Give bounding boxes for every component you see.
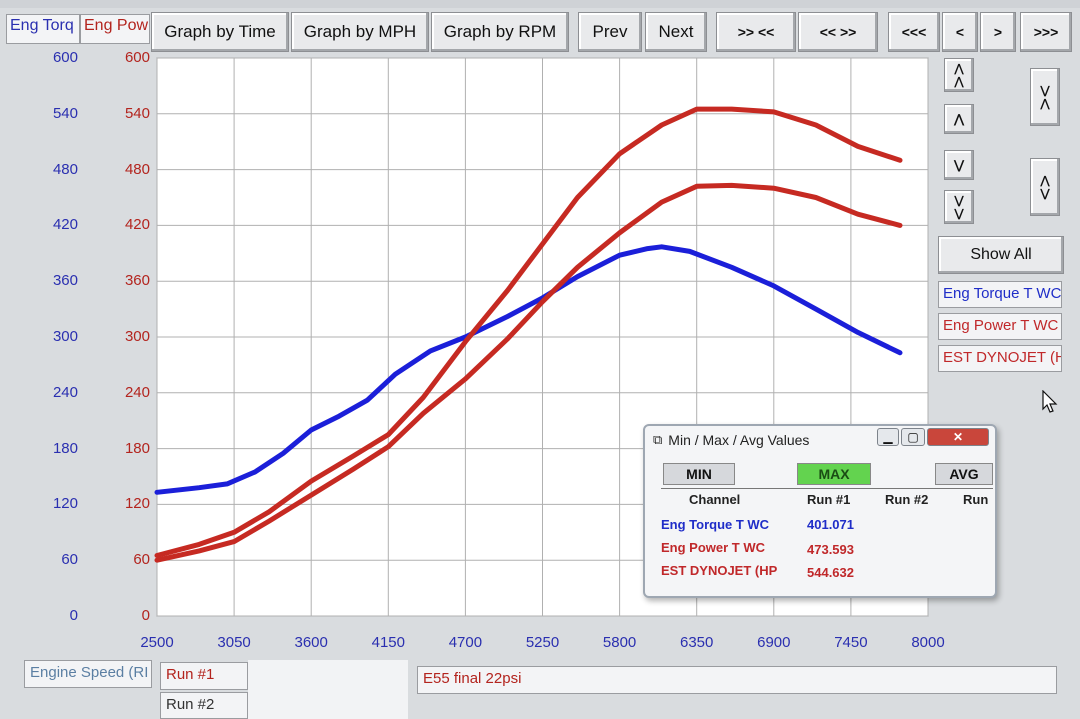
- right-tick-label: 600: [124, 49, 150, 66]
- chart-series-layer: [154, 106, 903, 563]
- page-down-icon-button[interactable]: ⋁ ⋁: [944, 190, 974, 224]
- left-tick-label: 120: [52, 495, 78, 513]
- dialog-title: Min / Max / Avg Values: [668, 432, 810, 448]
- menu-strip: [0, 0, 1080, 8]
- close-icon: ✕: [952, 430, 964, 444]
- expand-chevrons-icon: ⋀ ⋁: [1040, 175, 1050, 200]
- x-tick-label: 8000: [911, 634, 945, 651]
- row-dynojet-channel: EST DYNOJET (HP: [661, 563, 778, 578]
- channel-torque[interactable]: Eng Torque T WC: [938, 281, 1062, 308]
- left-tick-label: 60: [61, 551, 78, 569]
- graph-by-mph-button[interactable]: Graph by MPH: [291, 12, 429, 52]
- page-up-icon-button[interactable]: ⋀ ⋀: [944, 58, 974, 92]
- x-tick-label: 4700: [448, 634, 483, 651]
- zoom-in-button[interactable]: >> <<: [716, 12, 796, 52]
- row-torque-run1: 401.071: [807, 517, 854, 532]
- series-line-dynojet: [154, 106, 903, 558]
- minmax-dialog[interactable]: ⧉ Min / Max / Avg Values ▁ ▢ ✕ MIN MAX A…: [643, 424, 997, 598]
- left-tick-label: 480: [52, 160, 78, 178]
- scroll-far-left-button[interactable]: <<<: [888, 12, 940, 52]
- series-line-power: [154, 182, 903, 563]
- col-run1: Run #1: [807, 492, 851, 507]
- scroll-left-button[interactable]: <: [942, 12, 978, 52]
- collapse-chevrons-icon: ⋁ ⋀: [1040, 85, 1050, 110]
- left-tick-label: 540: [52, 104, 78, 122]
- graph-by-time-button[interactable]: Graph by Time: [151, 12, 289, 52]
- chevron-up-icon: ⋀: [954, 112, 964, 126]
- x-tick-label: 3600: [294, 634, 328, 651]
- header-divider: [661, 488, 993, 489]
- x-channel-field[interactable]: Engine Speed (RI: [24, 660, 152, 688]
- left-tick-label: 600: [52, 49, 78, 66]
- right-tick-label: 240: [124, 383, 150, 401]
- right-tick-label: 120: [124, 495, 150, 513]
- x-tick-label: 7450: [834, 634, 868, 651]
- expand-icon-button[interactable]: ⋀ ⋁: [1030, 158, 1060, 216]
- minimize-icon: ▁: [883, 430, 893, 444]
- left-tick-label: 180: [52, 439, 78, 457]
- col-channel: Channel: [689, 492, 741, 507]
- zoom-out-button[interactable]: << >>: [798, 12, 878, 52]
- left-tick-label: 300: [52, 328, 78, 345]
- run1-field[interactable]: Run #1: [160, 662, 248, 690]
- avg-tab[interactable]: AVG: [935, 463, 993, 485]
- scroll-right-button[interactable]: >: [980, 12, 1016, 52]
- collapse-icon-button[interactable]: ⋁ ⋀: [1030, 68, 1060, 126]
- double-chevron-up-icon: ⋀ ⋀: [954, 63, 964, 88]
- row-torque-channel: Eng Torque T WC: [661, 517, 770, 532]
- left-tick-label: 240: [52, 383, 78, 401]
- right-tick-label: 360: [124, 272, 150, 290]
- prev-button[interactable]: Prev: [578, 12, 642, 52]
- right-tick-label: 300: [124, 328, 150, 345]
- col-run2: Run #2: [885, 492, 929, 507]
- redacted-area: [248, 660, 408, 719]
- right-axis-header[interactable]: Eng Pow: [80, 14, 150, 44]
- x-tick-label: 6350: [680, 634, 714, 651]
- min-tab[interactable]: MIN: [663, 463, 735, 485]
- col-run3: Run: [963, 492, 989, 507]
- series-line-torque: [154, 244, 903, 495]
- x-tick-label: 3050: [217, 634, 251, 651]
- run-note-field[interactable]: E55 final 22psi: [417, 666, 1057, 694]
- mouse-pointer-icon: [1042, 390, 1058, 413]
- maximize-button[interactable]: ▢: [901, 428, 925, 446]
- x-tick-label: 5250: [525, 634, 560, 651]
- right-tick-label: 0: [141, 607, 150, 624]
- channel-dynojet[interactable]: EST DYNOJET (H: [938, 345, 1062, 372]
- right-tick-label: 180: [124, 439, 150, 457]
- window-icon: ⧉: [653, 432, 663, 447]
- close-button[interactable]: ✕: [927, 428, 989, 446]
- row-power-channel: Eng Power T WC: [661, 540, 765, 555]
- run2-field[interactable]: Run #2: [160, 692, 248, 719]
- row-dynojet-run1: 544.632: [807, 565, 854, 580]
- right-tick-label: 420: [124, 216, 150, 234]
- x-tick-label: 2500: [140, 634, 174, 651]
- x-tick-label: 6900: [757, 634, 791, 651]
- x-tick-label: 4150: [371, 634, 405, 651]
- minimize-button[interactable]: ▁: [877, 428, 899, 446]
- left-tick-label: 420: [52, 216, 78, 234]
- right-tick-label: 540: [124, 104, 150, 122]
- left-tick-label: 360: [52, 272, 78, 290]
- down-icon-button[interactable]: ⋁: [944, 150, 974, 180]
- left-tick-label: 0: [69, 607, 78, 624]
- x-tick-label: 5800: [602, 634, 637, 651]
- max-tab[interactable]: MAX: [797, 463, 871, 485]
- channel-power[interactable]: Eng Power T WC: [938, 313, 1062, 340]
- maximize-icon: ▢: [907, 430, 919, 444]
- next-button[interactable]: Next: [645, 12, 707, 52]
- left-axis-header[interactable]: Eng Torq: [6, 14, 80, 44]
- show-all-button[interactable]: Show All: [938, 236, 1064, 274]
- graph-by-rpm-button[interactable]: Graph by RPM: [431, 12, 569, 52]
- double-chevron-down-icon: ⋁ ⋁: [954, 195, 964, 220]
- right-tick-label: 480: [124, 160, 150, 178]
- right-tick-label: 60: [133, 551, 150, 569]
- up-icon-button[interactable]: ⋀: [944, 104, 974, 134]
- scroll-far-right-button[interactable]: >>>: [1020, 12, 1072, 52]
- chevron-down-icon: ⋁: [954, 158, 964, 172]
- row-power-run1: 473.593: [807, 542, 854, 557]
- dialog-title-bar: ⧉ Min / Max / Avg Values: [653, 432, 809, 448]
